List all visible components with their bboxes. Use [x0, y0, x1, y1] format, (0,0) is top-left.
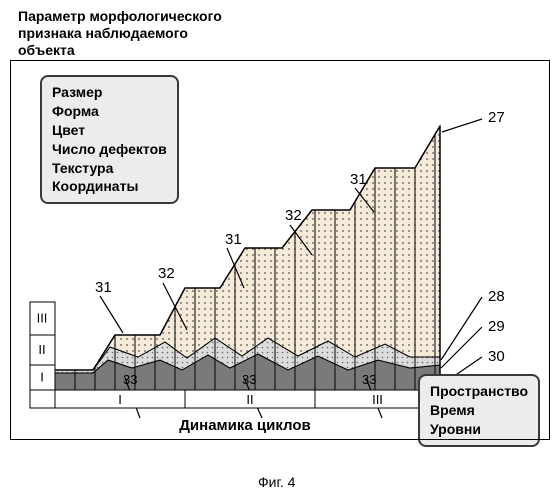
- figure-caption: Фиг. 4: [258, 474, 295, 490]
- legend-right: Пространство Время Уровни: [418, 374, 540, 447]
- legend-item: Уровни: [430, 420, 528, 439]
- svg-text:II: II: [38, 342, 45, 357]
- legend-item: Размер: [52, 83, 167, 102]
- callout-label-30: 30: [488, 348, 505, 365]
- callout-label-27: 27: [488, 109, 505, 126]
- svg-text:III: III: [37, 311, 48, 326]
- legend-item: Форма: [52, 102, 167, 121]
- callout-label-33: 33: [123, 372, 137, 387]
- svg-text:II: II: [246, 392, 253, 407]
- callout-label-31: 31: [95, 279, 112, 296]
- legend-item: Время: [430, 401, 528, 420]
- title-line: признака наблюдаемого: [18, 25, 222, 42]
- svg-text:Динамика циклов: Динамика циклов: [179, 417, 311, 434]
- callout-label-29: 29: [488, 318, 505, 335]
- callout-label-33: 33: [362, 372, 376, 387]
- callout-label-33: 33: [242, 372, 256, 387]
- legend-item: Цвет: [52, 121, 167, 140]
- title-line: объекта: [18, 42, 222, 59]
- legend-item: Текстура: [52, 159, 167, 178]
- legend-item: Пространство: [430, 382, 528, 401]
- callout-label-31: 31: [350, 171, 367, 188]
- legend-left: Размер Форма Цвет Число дефектов Текстур…: [40, 75, 179, 204]
- callout-label-31: 31: [225, 231, 242, 248]
- callout-label-28: 28: [488, 288, 505, 305]
- svg-text:III: III: [372, 392, 383, 407]
- svg-text:I: I: [40, 370, 44, 385]
- svg-text:I: I: [118, 392, 122, 407]
- callout-label-32: 32: [285, 207, 302, 224]
- legend-item: Координаты: [52, 177, 167, 196]
- legend-item: Число дефектов: [52, 140, 167, 159]
- callout-label-32: 32: [158, 265, 175, 282]
- title-line: Параметр морфологического: [18, 8, 222, 25]
